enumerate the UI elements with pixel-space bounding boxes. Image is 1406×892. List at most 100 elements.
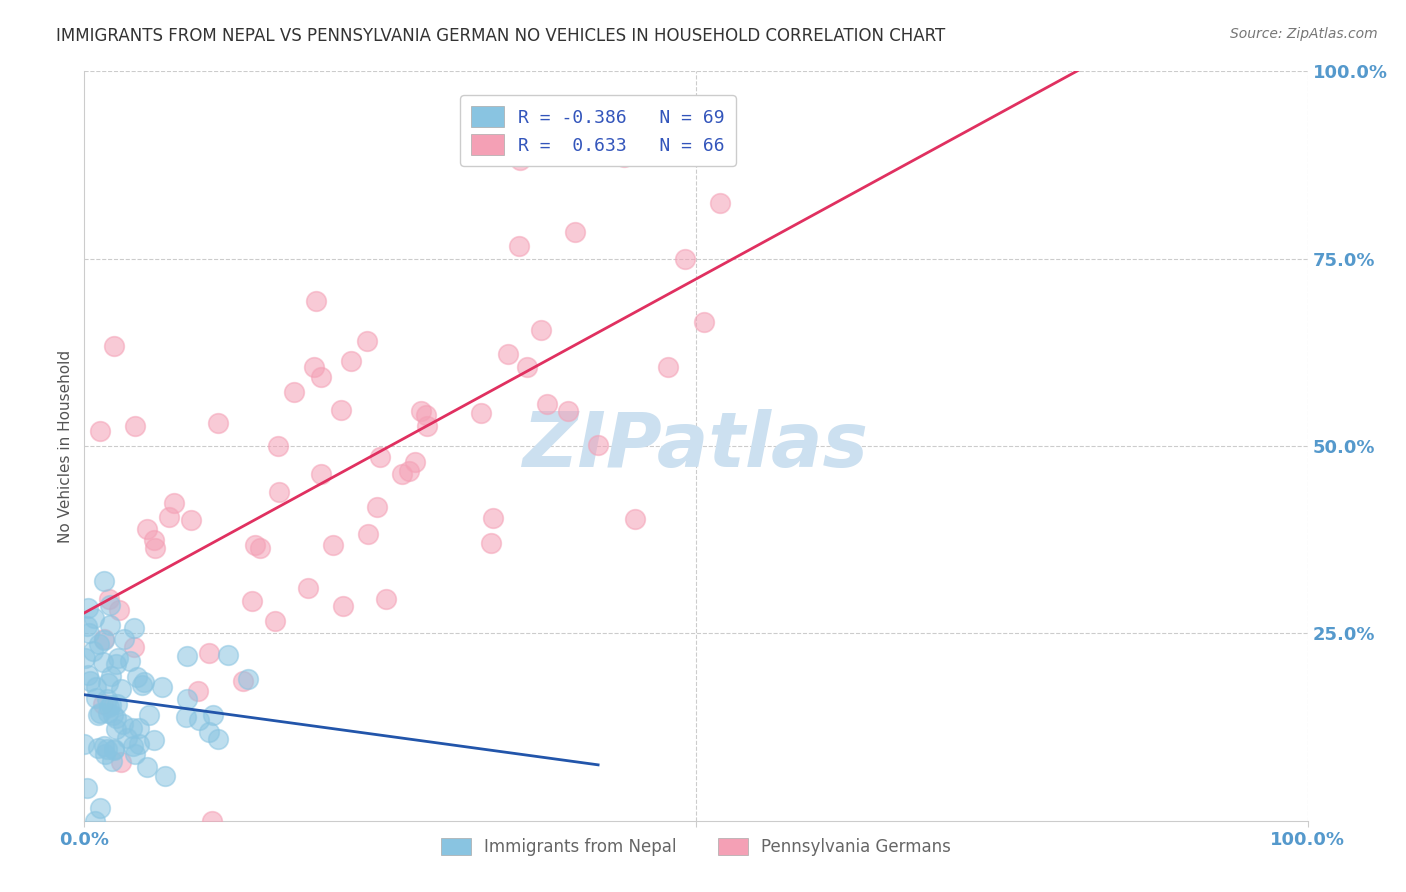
Point bbox=[201, 708, 224, 723]
Point bbox=[416, 419, 439, 434]
Point bbox=[242, 594, 264, 608]
Point bbox=[93, 574, 115, 588]
Point bbox=[105, 657, 128, 671]
Y-axis label: No Vehicles in Household: No Vehicles in Household bbox=[58, 350, 73, 542]
Point bbox=[157, 509, 180, 524]
Point bbox=[311, 467, 333, 482]
Point bbox=[232, 674, 254, 689]
Point bbox=[516, 359, 538, 374]
Point bbox=[557, 404, 579, 418]
Point bbox=[76, 668, 98, 682]
Point bbox=[132, 675, 155, 690]
Point bbox=[207, 731, 229, 746]
Point bbox=[100, 669, 122, 683]
Point bbox=[217, 648, 239, 662]
Point bbox=[83, 814, 105, 828]
Point bbox=[73, 737, 96, 751]
Point bbox=[91, 698, 114, 712]
Point bbox=[84, 690, 107, 705]
Text: Source: ZipAtlas.com: Source: ZipAtlas.com bbox=[1230, 27, 1378, 41]
Point bbox=[470, 406, 492, 420]
Point bbox=[404, 455, 426, 469]
Point bbox=[76, 619, 98, 633]
Point bbox=[174, 709, 197, 723]
Point bbox=[176, 691, 198, 706]
Point bbox=[143, 732, 166, 747]
Point bbox=[121, 722, 143, 736]
Point bbox=[87, 741, 110, 756]
Point bbox=[107, 698, 129, 712]
Point bbox=[150, 681, 173, 695]
Point bbox=[482, 511, 505, 525]
Point bbox=[112, 632, 135, 646]
Point bbox=[103, 708, 125, 723]
Point bbox=[120, 654, 142, 668]
Point bbox=[91, 655, 114, 669]
Point bbox=[366, 500, 388, 514]
Point bbox=[201, 814, 224, 828]
Point bbox=[415, 408, 437, 422]
Point bbox=[98, 618, 121, 632]
Point bbox=[128, 738, 150, 752]
Text: ZIPatlas: ZIPatlas bbox=[523, 409, 869, 483]
Point bbox=[97, 676, 120, 690]
Point bbox=[103, 742, 125, 756]
Point bbox=[530, 322, 553, 336]
Point bbox=[108, 603, 131, 617]
Point bbox=[305, 293, 328, 308]
Point bbox=[332, 599, 354, 614]
Point bbox=[309, 370, 332, 384]
Point bbox=[709, 196, 731, 211]
Point bbox=[101, 755, 124, 769]
Point bbox=[105, 711, 128, 725]
Point bbox=[107, 650, 129, 665]
Point bbox=[124, 747, 146, 761]
Point bbox=[576, 139, 599, 153]
Point bbox=[98, 592, 121, 607]
Point bbox=[153, 769, 176, 783]
Point bbox=[297, 581, 319, 595]
Point bbox=[536, 397, 558, 411]
Point bbox=[197, 646, 219, 660]
Point bbox=[89, 424, 111, 438]
Point bbox=[79, 673, 101, 688]
Point bbox=[138, 707, 160, 722]
Point bbox=[267, 439, 290, 453]
Point bbox=[267, 484, 290, 499]
Point bbox=[197, 725, 219, 739]
Point bbox=[143, 533, 166, 547]
Point bbox=[329, 403, 352, 417]
Point bbox=[77, 626, 100, 640]
Point bbox=[110, 755, 132, 769]
Point bbox=[110, 682, 132, 697]
Point bbox=[391, 467, 413, 482]
Point bbox=[89, 706, 111, 720]
Point bbox=[98, 699, 121, 714]
Point bbox=[176, 648, 198, 663]
Point bbox=[103, 339, 125, 353]
Point bbox=[236, 672, 259, 686]
Point bbox=[508, 239, 530, 253]
Point bbox=[496, 347, 519, 361]
Point bbox=[127, 670, 149, 684]
Point bbox=[693, 314, 716, 328]
Point bbox=[96, 691, 118, 706]
Point bbox=[188, 714, 211, 728]
Point bbox=[122, 621, 145, 635]
Text: IMMIGRANTS FROM NEPAL VS PENNSYLVANIA GERMAN NO VEHICLES IN HOUSEHOLD CORRELATIO: IMMIGRANTS FROM NEPAL VS PENNSYLVANIA GE… bbox=[56, 27, 945, 45]
Point bbox=[122, 739, 145, 753]
Point bbox=[357, 526, 380, 541]
Point bbox=[245, 537, 267, 551]
Point bbox=[163, 496, 186, 510]
Point bbox=[117, 731, 139, 745]
Point bbox=[97, 706, 120, 720]
Point bbox=[135, 522, 157, 536]
Point bbox=[304, 360, 326, 375]
Point bbox=[586, 438, 609, 452]
Point bbox=[93, 633, 115, 648]
Point bbox=[356, 334, 378, 348]
Point bbox=[105, 723, 128, 737]
Point bbox=[128, 721, 150, 735]
Point bbox=[131, 678, 153, 692]
Point bbox=[479, 535, 502, 549]
